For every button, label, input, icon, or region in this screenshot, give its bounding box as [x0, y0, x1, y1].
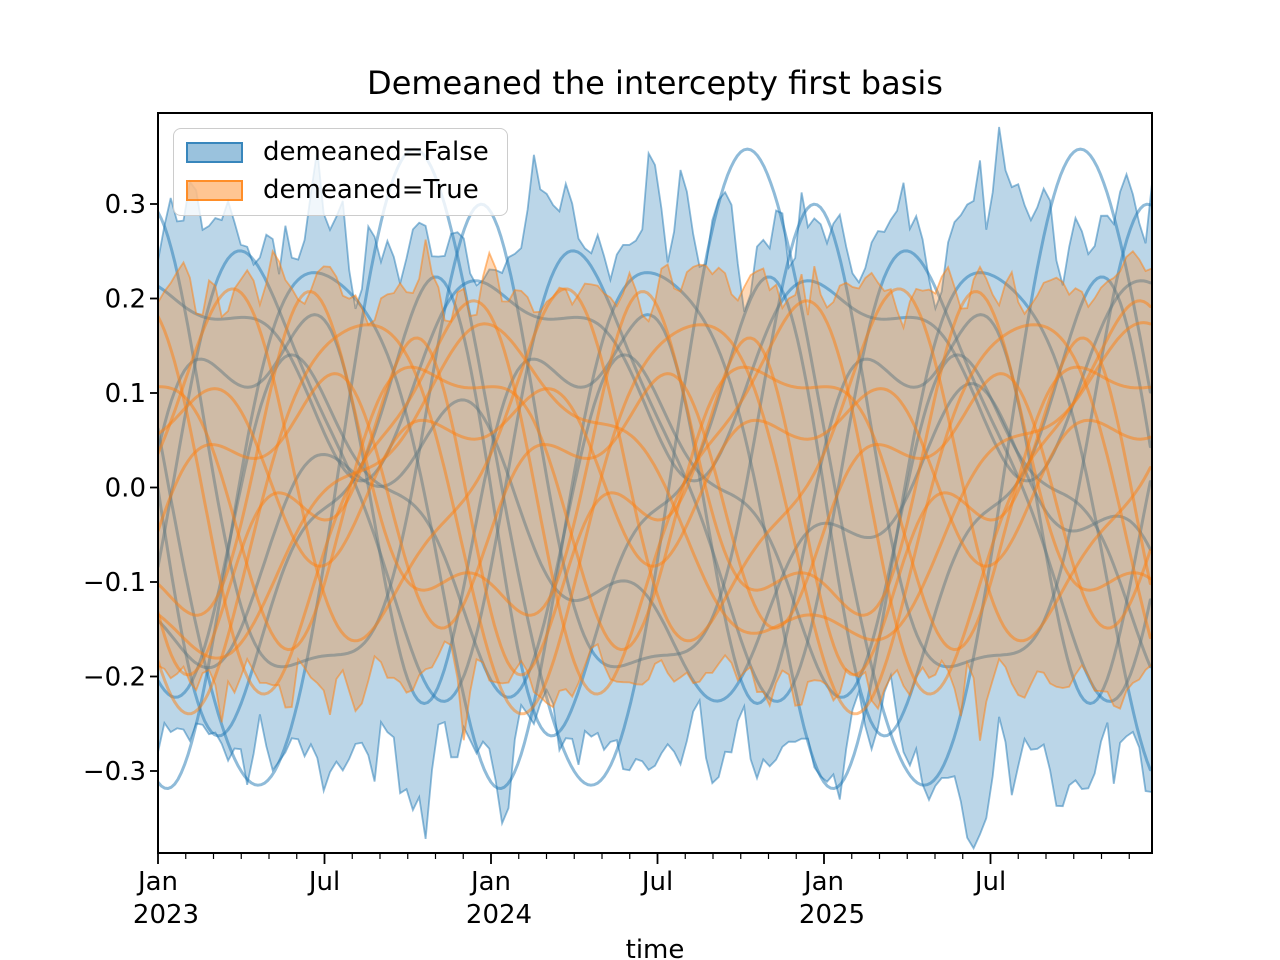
legend-swatch-demeaned-true-icon — [186, 180, 243, 202]
x-tick-label: Jul — [640, 867, 673, 897]
curve-demeaned-true-6 — [158, 372, 1152, 630]
curve-demeaned-true-5 — [158, 336, 1152, 677]
band-edge-lower-demeaned-false — [158, 671, 1152, 851]
curve-demeaned-true-1 — [158, 299, 1152, 696]
y-tick-label: 0.2 — [105, 285, 146, 315]
band-demeaned-false — [158, 127, 1152, 849]
axes-frame — [157, 112, 1153, 854]
band-edge-lower-demeaned-true — [158, 640, 1152, 741]
x-tick-label: Jan — [802, 867, 844, 897]
curve-demeaned-false-6 — [158, 353, 1152, 699]
legend: demeaned=False demeaned=True — [173, 128, 508, 216]
curve-demeaned-true-4 — [158, 365, 1152, 652]
y-tick-label: 0.1 — [105, 379, 146, 409]
chart-title: Demeaned the intercepty first basis — [367, 64, 943, 102]
curve-demeaned-true-7 — [158, 321, 1152, 660]
band-demeaned-true — [158, 239, 1152, 741]
x-tick-label: Jan — [469, 867, 511, 897]
x-tick-label: Jan — [136, 867, 178, 897]
x-tick-year-label: 2025 — [799, 900, 865, 930]
curve-demeaned-false-4 — [158, 275, 1152, 738]
curve-demeaned-false-3 — [158, 249, 1152, 703]
curve-demeaned-false-1 — [158, 271, 1152, 790]
curve-demeaned-true-3 — [158, 290, 1152, 617]
curve-demeaned-false-8 — [158, 382, 1152, 703]
curve-demeaned-true-0 — [158, 323, 1152, 716]
legend-swatch-demeaned-false-icon — [186, 142, 243, 164]
y-tick-label: −0.2 — [83, 663, 146, 693]
x-axis-title: time — [625, 935, 685, 960]
x-tick-year-label: 2023 — [133, 900, 199, 930]
curve-demeaned-false-7 — [158, 279, 1152, 483]
legend-label-demeaned-true: demeaned=True — [263, 174, 479, 205]
x-tick-label: Jul — [307, 867, 340, 897]
legend-item-demeaned-true: demeaned=True — [186, 174, 489, 206]
x-tick-year-label: 2024 — [466, 900, 532, 930]
legend-item-demeaned-false: demeaned=False — [186, 137, 489, 168]
curve-demeaned-false-2 — [158, 202, 1152, 669]
legend-label-demeaned-false: demeaned=False — [263, 137, 489, 167]
y-tick-label: −0.1 — [83, 568, 146, 598]
y-tick-label: 0.3 — [105, 190, 146, 220]
y-tick-label: −0.3 — [83, 757, 146, 787]
x-tick-label: Jul — [973, 867, 1006, 897]
curve-demeaned-false-5 — [158, 313, 1152, 705]
curve-demeaned-true-8 — [158, 387, 1152, 568]
plot-area — [158, 126, 1152, 851]
y-tick-label: 0.0 — [105, 474, 146, 504]
